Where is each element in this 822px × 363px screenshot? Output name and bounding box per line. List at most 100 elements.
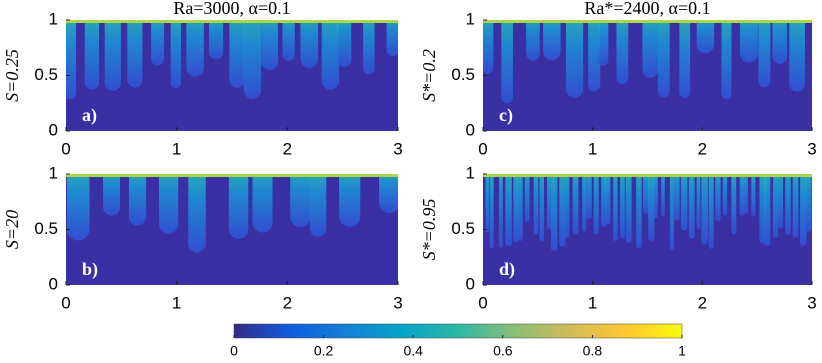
plume [485,174,490,233]
y-tick-label: 0 [466,120,475,139]
plume [657,20,670,98]
panel-label: b) [82,259,98,280]
plume [170,20,181,89]
y-tick-label: 1 [466,9,475,28]
plume [654,174,658,219]
y-tick-label: 0.5 [34,65,58,84]
plume [661,174,665,217]
x-tick-label: 3 [807,139,816,158]
plume [66,174,90,241]
plume [613,174,618,241]
plume [501,20,513,104]
plume [680,174,688,231]
panel-label: a) [82,105,97,126]
colorbar-tick-label: 0 [230,343,238,359]
y-tick-label: 1 [49,9,58,28]
x-tick-label: 3 [393,293,402,312]
plume [582,174,587,232]
plume [565,20,584,98]
plume [186,20,204,77]
plume [300,20,319,69]
plume [505,174,512,247]
plume [516,174,523,242]
plume [778,174,784,229]
y-axis-label: S=0.25 [2,49,22,102]
plume [339,174,361,227]
panel-title: Ra=3000, α=0.1 [173,0,290,18]
plume [499,174,503,248]
plume [643,174,649,214]
colorbar-tick-label: 1 [678,343,686,359]
boundary-layer [66,20,398,23]
plume [674,174,680,221]
plume [616,20,629,85]
x-tick-label: 3 [393,139,402,158]
field [66,20,398,131]
plume [739,174,745,216]
plume [648,174,655,241]
plume [188,174,206,253]
boundary-layer [66,174,398,177]
x-tick-label: 3 [807,293,816,312]
plume [696,174,701,230]
plume [526,20,540,61]
plume [128,174,147,226]
plume [642,20,659,78]
plume [731,174,737,235]
plume [744,174,748,214]
plume [789,20,805,92]
plume [721,20,732,100]
plume [543,20,561,61]
plume [483,20,494,74]
plume [363,20,375,75]
plume [758,20,771,88]
plume [321,20,339,90]
y-tick-label: 0.5 [451,219,475,238]
plume [290,174,311,228]
plume [151,20,165,66]
plume [620,174,625,239]
plume [209,20,224,60]
plume [772,20,788,64]
field [483,174,812,285]
plume [379,174,398,213]
plume [605,174,611,225]
plume [158,174,179,234]
x-tick-label: 0 [478,293,487,312]
x-tick-label: 1 [172,139,181,158]
plume [785,174,791,235]
plume [243,20,262,99]
plume [708,174,714,249]
plume [792,174,799,238]
y-tick-label: 1 [49,163,58,182]
plume [597,20,609,66]
plume [715,174,721,222]
plume [759,174,766,244]
plume [588,20,601,92]
plume [539,174,545,242]
plume [625,174,632,243]
plume [722,174,728,216]
boundary-layer [483,20,812,23]
plume [229,20,245,88]
plume [489,174,494,249]
plume [636,174,642,249]
y-axis-label: S*=0.2 [419,49,439,102]
plume [103,174,121,216]
x-tick-label: 0 [61,139,70,158]
plume [763,174,771,247]
plume [572,174,579,235]
plume [701,174,708,245]
x-tick-label: 1 [172,293,181,312]
plume [524,174,530,222]
plume [546,174,552,230]
boundary-layer [483,174,812,177]
y-axis-label: S=20 [2,210,22,249]
plume [805,174,812,232]
colorbar-tick-label: 0.8 [583,343,603,359]
plume [282,20,295,61]
plume [228,174,249,240]
y-tick-label: 0 [49,120,58,139]
x-tick-label: 0 [478,139,487,158]
